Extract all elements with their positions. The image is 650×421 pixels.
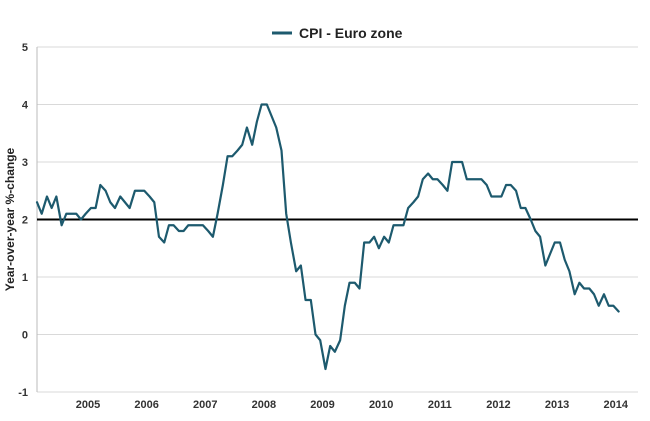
y-axis-title: Year-over-year %-change — [3, 147, 17, 291]
y-tick-label: 2 — [22, 215, 28, 227]
y-tick-label: 3 — [22, 157, 28, 169]
x-tick-label: 2006 — [134, 399, 158, 411]
y-tick-label: -1 — [18, 387, 28, 399]
x-tick-label: 2010 — [369, 399, 393, 411]
y-tick-label: 1 — [22, 272, 28, 284]
legend: CPI - Euro zone — [272, 25, 403, 41]
x-tick-label: 2011 — [428, 399, 452, 411]
x-tick-label: 2005 — [76, 399, 100, 411]
series-line-cpi-euro-zone — [35, 103, 620, 371]
x-tick-label: 2007 — [193, 399, 217, 411]
x-tick-label: 2014 — [603, 399, 628, 411]
legend-label-cpi-euro-zone: CPI - Euro zone — [299, 25, 403, 41]
x-tick-label: 2013 — [545, 399, 569, 411]
y-tick-label: 0 — [22, 330, 28, 342]
series-layer — [35, 103, 620, 371]
axis-layer: Year-over-year %-change -1 0 1 2 3 4 5 2005 2006… — [3, 42, 629, 411]
y-tick-label: 4 — [22, 100, 29, 112]
x-tick-label: 2009 — [310, 399, 334, 411]
x-tick-label: 2008 — [252, 399, 276, 411]
x-tick-label: 2012 — [486, 399, 510, 411]
y-tick-label: 5 — [22, 42, 28, 54]
